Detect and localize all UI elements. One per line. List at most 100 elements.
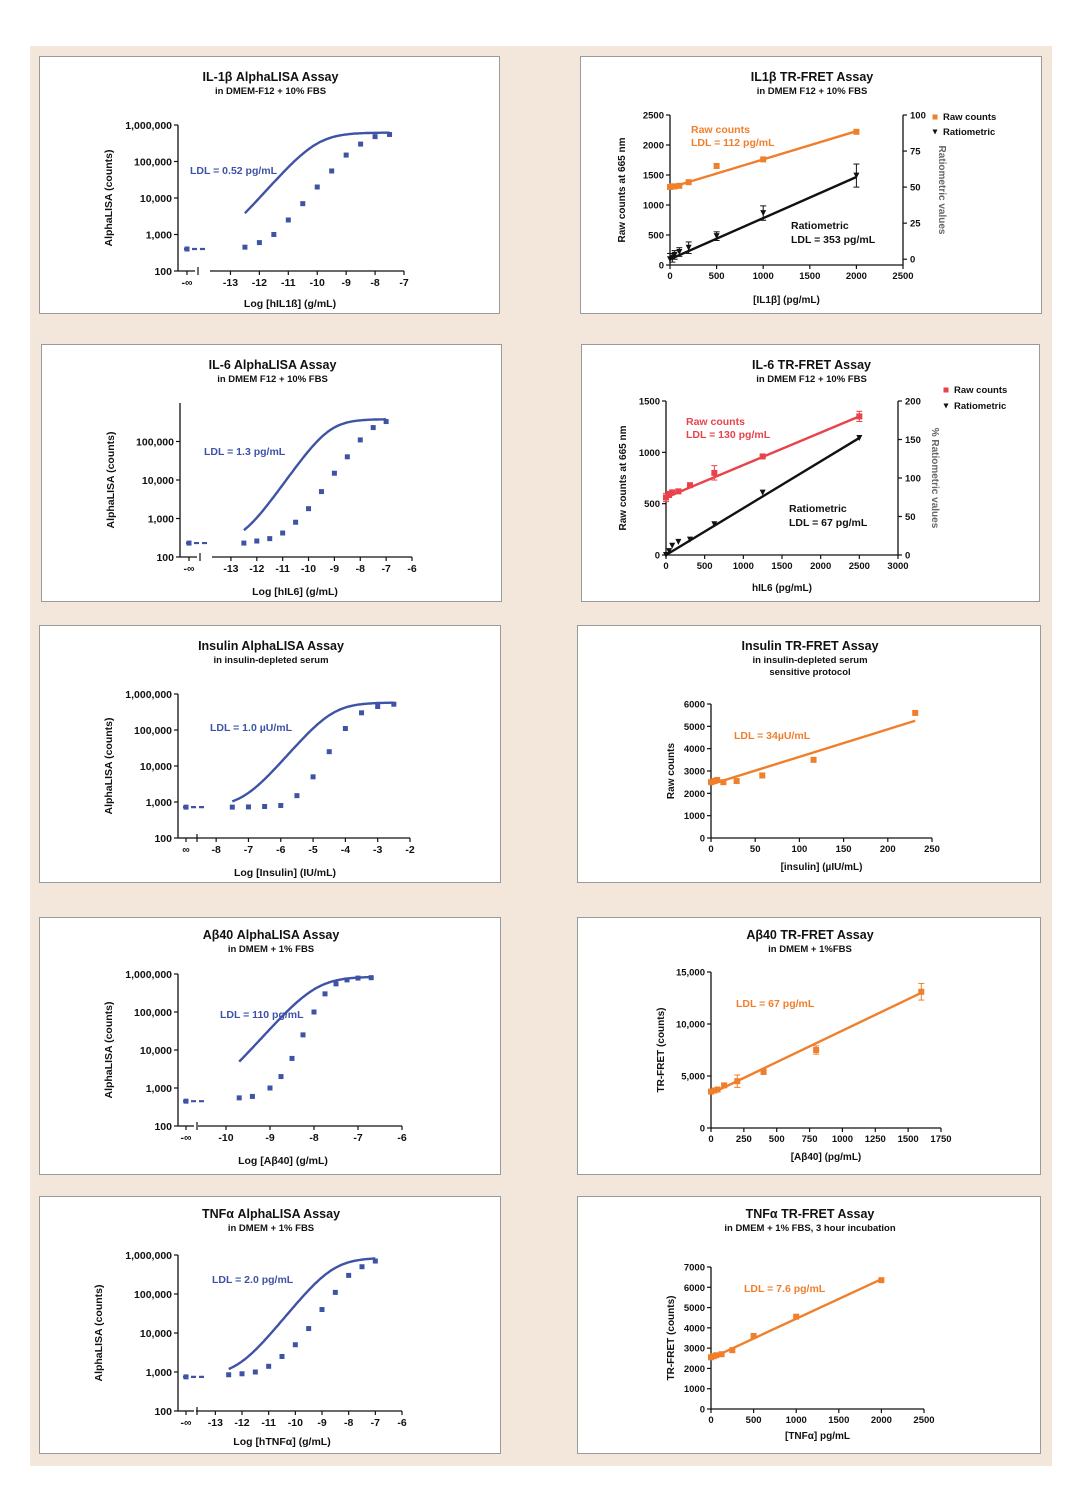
data-point [813,1047,820,1053]
x-tick-label: 2000 [810,561,831,572]
data-point [370,425,376,431]
y-tick-label: 100 [154,1121,172,1133]
x-tick-label: -8 [211,844,220,856]
data-point [918,988,925,995]
chart-subtitle: in DMEM + 1%FBS [768,944,852,955]
ldl-annotation: LDL = 2.0 pg/mL [212,1274,294,1286]
data-point [368,975,374,981]
y-axis-label: TR-FRET (counts) [666,1296,677,1381]
y-tick-label: 100,000 [134,1007,172,1019]
x-tick-label: -10 [288,1417,303,1429]
data-point [267,536,273,542]
x-tick-label: 2000 [846,271,867,282]
x-tick-label: -9 [341,277,350,289]
chart-svg: IL-1β AlphaLISA Assay in DMEM-F12 + 10% F… [103,70,409,310]
x-tick-label: 1000 [753,271,774,282]
x-tick-label: -12 [234,1417,249,1429]
abeta40-trfret-panel: Aβ40 TR-FRET Assay in DMEM + 1%FBS 0 5,000 1… [577,917,1041,1175]
y-tick-label: 5000 [684,722,705,733]
data-point [711,1087,718,1094]
data-point [675,538,682,545]
y-tick-label: 100,000 [136,437,174,449]
annotation-label: LDL = 34µU/mL [734,730,811,742]
data-point [676,182,683,189]
y-tick-label: 100,000 [134,725,172,737]
x-tick-label: -11 [275,563,290,575]
data-point [686,482,693,489]
annotation-label: Ratiometric [791,220,849,232]
abeta40-alphalisa-panel: Aβ40 AlphaLISA Assay in DMEM + 1% FBS 100 1… [39,917,501,1175]
x-tick-label: 250 [736,1134,752,1145]
legend-marker [932,129,938,135]
chart-title: IL-6 AlphaLISA Assay [209,358,337,372]
data-point [372,134,378,140]
annotation-label: Ratiometric [789,503,847,515]
data-point [708,1088,714,1095]
y-axis-label: Raw counts at 665 nm [618,425,629,530]
x-tick-label: 500 [697,561,713,572]
data-point [671,251,678,258]
data-point [285,217,291,223]
data-point [322,991,328,997]
x-tick-label: -6 [407,563,416,575]
data-point [294,793,300,799]
data-point [256,240,262,246]
data-point [262,803,268,809]
data-point [355,975,361,981]
chart-title: Aβ40 TR-FRET Assay [746,928,873,942]
data-point [760,156,767,163]
chart-svg: TNFα AlphaLISA Assay in DMEM + 1% FBS 100 1… [93,1207,407,1448]
x-tick-label: 0 [708,1415,713,1426]
legend-marker [943,403,949,409]
data-point [241,540,247,546]
x-tick-label: -12 [249,563,264,575]
data-point [249,1093,255,1099]
data-point [359,1264,365,1270]
data-point [711,778,718,785]
x-tick-label-zero: ∞ [182,844,190,856]
data-point [359,710,365,716]
y-tick-label: 100 [154,266,172,278]
y-tick-label: 2500 [643,111,664,122]
chart-svg: IL1β TR-FRET Assay in DMEM F12 + 10% FBS 0… [617,70,996,306]
x-tick-label: 0 [708,1134,713,1145]
data-point [266,1363,272,1369]
chart-title: IL1β TR-FRET Assay [751,70,874,84]
x-tick-label: 1500 [898,1134,919,1145]
data-point [375,703,381,709]
x-tick-label-zero: -∞ [181,1417,192,1429]
data-point [310,774,316,780]
y-tick-label: 1500 [639,397,660,408]
y-tick-label: 0 [659,261,664,272]
x-tick-label: 1000 [832,1134,853,1145]
x-tick-label: 1750 [930,1134,951,1145]
data-point [245,804,251,810]
y-tick-label: 4000 [684,1323,705,1334]
data-point [357,437,363,443]
fit-curve [243,418,387,532]
data-point [733,778,740,785]
legend-label: Raw counts [943,112,996,123]
ldl-annotation: LDL = 110 pg/mL [220,1009,304,1021]
zero-point [184,246,190,252]
x-tick-label: -6 [276,844,285,856]
y-tick-label: 10,000 [140,761,172,773]
annotation-label: LDL = 112 pg/mL [691,137,775,149]
x-tick-label: 2500 [913,1415,934,1426]
data-point [279,1353,285,1359]
y-tick-label: 15,000 [676,968,705,979]
x-tick-label: 3000 [887,561,908,572]
fit-line [710,991,922,1095]
data-point [391,701,397,707]
x-tick-label: -6 [397,1132,406,1144]
data-point [289,1055,295,1061]
data-point [714,776,721,783]
x-tick-label: -9 [265,1132,274,1144]
data-point [300,1032,306,1038]
data-point [759,489,766,496]
data-point [358,141,364,147]
zero-point [186,540,192,546]
ldl-annotation: LDL = 1.3 pg/mL [204,446,286,458]
tnfa-trfret-panel: TNFα TR-FRET Assay in DMEM + 1% FBS, 3 ho… [577,1196,1041,1454]
y2-tick-label: 200 [905,397,921,408]
